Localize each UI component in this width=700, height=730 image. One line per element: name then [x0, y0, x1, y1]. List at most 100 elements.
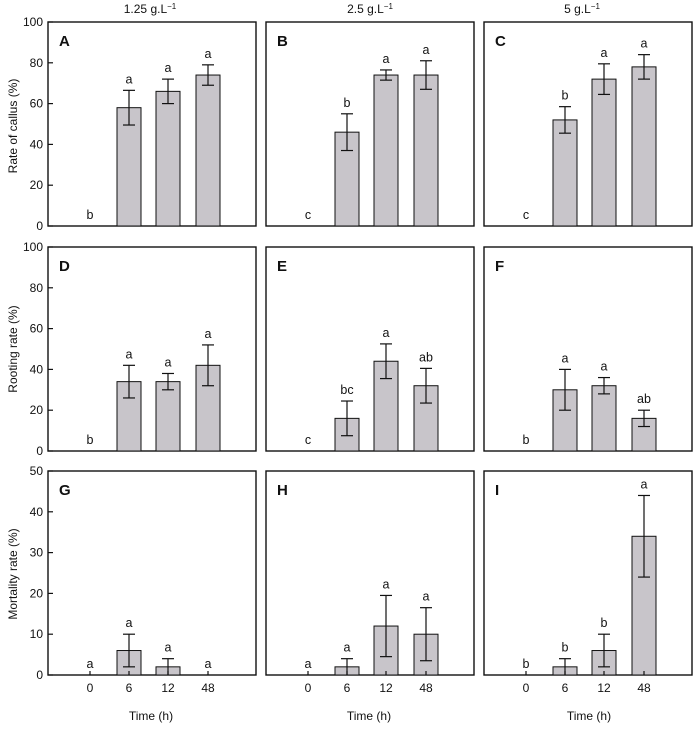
error-bar: [341, 400, 353, 437]
panel-h: Ha 0 a 6 a 12 a 48: [265, 470, 475, 695]
error-bar: [380, 594, 392, 658]
significance-letter: b: [562, 89, 569, 103]
y-tick-label: 50: [30, 464, 44, 478]
panel-g: G 0 10 20 30 40 50 a 0 a 6 a 12 a 48: [30, 464, 257, 695]
x-tick-label: 0: [87, 681, 94, 695]
xlabel-col-2: Time (h): [347, 709, 391, 723]
significance-letter: b: [523, 433, 530, 447]
bar: [116, 107, 142, 227]
y-tick-label: 40: [30, 137, 44, 151]
significance-letter: a: [126, 347, 133, 361]
significance-letter: a: [383, 52, 390, 66]
panel-frame: [483, 246, 693, 452]
y-tick-label: 100: [23, 15, 43, 29]
panel-frame: [483, 470, 693, 676]
panel-letter: B: [277, 33, 288, 50]
x-tick-label: 48: [201, 681, 215, 695]
y-tick-label: 30: [30, 546, 44, 560]
significance-letter: a: [205, 47, 212, 61]
error-bar: [559, 368, 571, 411]
bar: [373, 74, 399, 227]
ylabel-callus: Rate of callus (%): [6, 79, 20, 174]
error-bar: [559, 106, 571, 134]
y-tick-label: 20: [30, 586, 44, 600]
panel-frame: [47, 246, 257, 452]
panel-letter: E: [277, 258, 287, 275]
y-tick-label: 100: [23, 240, 43, 254]
significance-letter: ab: [637, 392, 651, 406]
ylabel-rooting: Rooting rate (%): [6, 305, 20, 392]
significance-letter: b: [87, 208, 94, 222]
bar: [155, 90, 181, 227]
y-tick-label: 20: [30, 178, 44, 192]
panel-e: Ec bc a ab: [265, 246, 475, 452]
error-bar: [123, 89, 135, 126]
row-ylabels: Rate of callus (%) Rooting rate (%) Mort…: [6, 79, 20, 620]
significance-letter: a: [205, 657, 212, 671]
error-bar: [162, 372, 174, 391]
panel-frame: [265, 470, 475, 676]
y-tick-label: 10: [30, 627, 44, 641]
significance-letter: b: [523, 657, 530, 671]
panel-letter: A: [59, 33, 70, 50]
ylabel-mortality: Mortality rate (%): [6, 528, 20, 619]
significance-letter: b: [87, 433, 94, 447]
y-tick-label: 60: [30, 97, 44, 111]
significance-letter: bc: [340, 383, 353, 397]
panel-frame: [47, 470, 257, 676]
panel-b: Bc b a a: [265, 21, 475, 227]
significance-letter: ab: [419, 350, 433, 364]
x-tick-label: 6: [344, 681, 351, 695]
error-bar: [380, 69, 392, 81]
significance-letter: a: [383, 577, 390, 591]
panel-frame: [265, 246, 475, 452]
bar: [413, 74, 439, 227]
panel-i: Ib 0 b 6 b 12 a 48: [483, 470, 693, 695]
significance-letter: c: [305, 433, 311, 447]
x-tick-label: 12: [161, 681, 175, 695]
significance-letter: a: [423, 43, 430, 57]
panel-f: Fb a a ab: [483, 246, 693, 452]
significance-letter: a: [205, 327, 212, 341]
y-tick-label: 40: [30, 505, 44, 519]
error-bar: [123, 364, 135, 399]
bar: [155, 381, 181, 452]
y-tick-label: 80: [30, 281, 44, 295]
bar: [591, 385, 617, 452]
error-bar: [420, 607, 432, 662]
error-bar: [202, 64, 214, 86]
xlabel-col-1: Time (h): [129, 709, 173, 723]
panel-letter: I: [495, 482, 499, 499]
y-tick-label: 20: [30, 403, 44, 417]
column-title-1: 1.25 g.L−1: [124, 2, 177, 16]
significance-letter: a: [562, 351, 569, 365]
significance-letter: c: [305, 208, 311, 222]
significance-letter: a: [641, 37, 648, 51]
x-tick-label: 48: [637, 681, 651, 695]
panel-d: D 0 20 40 60 80 100 b a a a: [23, 240, 257, 458]
panel-frame: [265, 21, 475, 227]
x-tick-label: 6: [126, 681, 133, 695]
error-bar: [638, 54, 650, 80]
column-title-2: 2.5 g.L−1: [347, 2, 393, 16]
significance-letter: a: [601, 46, 608, 60]
panel-frame: [47, 21, 257, 227]
x-tick-label: 0: [305, 681, 312, 695]
error-bar: [341, 113, 353, 152]
bar: [552, 119, 578, 227]
y-tick-label: 0: [36, 219, 43, 233]
panel-letter: D: [59, 258, 70, 275]
column-title-3: 5 g.L−1: [564, 2, 600, 16]
x-tick-label: 12: [597, 681, 611, 695]
y-tick-label: 0: [36, 668, 43, 682]
significance-letter: b: [601, 616, 608, 630]
bar: [195, 74, 221, 227]
significance-letter: b: [344, 96, 351, 110]
significance-letter: a: [87, 657, 94, 671]
significance-letter: b: [562, 641, 569, 655]
bar: [591, 78, 617, 227]
significance-letter: a: [165, 61, 172, 75]
significance-letter: a: [641, 477, 648, 491]
panel-letter: G: [59, 482, 71, 499]
